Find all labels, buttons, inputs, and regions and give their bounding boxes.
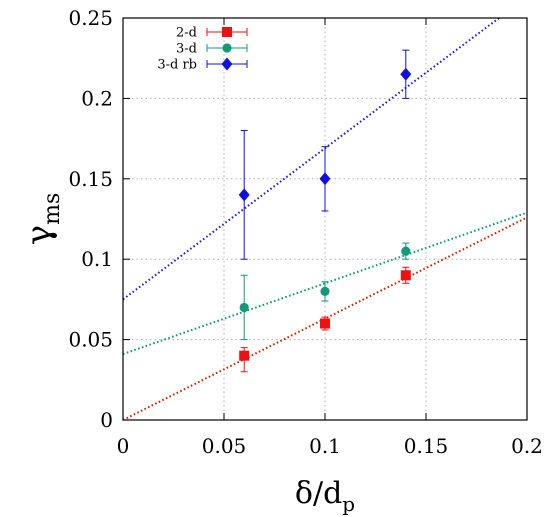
y-axis-title-base: γ bbox=[19, 225, 59, 245]
x-axis-title: δ/dp bbox=[295, 476, 355, 516]
legend-label: 3-d bbox=[176, 42, 197, 57]
x-tick-label: 0.15 bbox=[404, 434, 449, 458]
plot-frame bbox=[122, 17, 528, 421]
x-tick-label: 0.2 bbox=[511, 434, 543, 458]
y-tick-label: 0.1 bbox=[81, 247, 113, 271]
y-tick-label: 0 bbox=[100, 408, 113, 432]
legend-label: 3-d rb bbox=[157, 58, 197, 73]
y-axis-title: γms bbox=[19, 193, 65, 245]
y-tick-label: 0.2 bbox=[81, 86, 113, 110]
x-axis-title-base: δ/d bbox=[295, 476, 342, 511]
x-tick-label: 0.05 bbox=[202, 434, 247, 458]
y-tick-label: 0.25 bbox=[68, 6, 113, 30]
fit-line bbox=[123, 216, 527, 420]
axis-ticks bbox=[122, 17, 528, 421]
y-tick-labels: 0 0.05 0.1 0.15 0.2 0.25 bbox=[68, 6, 113, 432]
marker-circle bbox=[222, 43, 232, 53]
y-tick-label: 0.15 bbox=[68, 167, 113, 191]
data-markers bbox=[238, 67, 412, 361]
fit-line bbox=[123, 211, 527, 356]
marker-diamond bbox=[400, 67, 412, 81]
x-tick-label: 0.1 bbox=[309, 434, 341, 458]
x-axis-title-sub: p bbox=[342, 492, 355, 516]
marker-circle bbox=[320, 286, 330, 296]
marker-diamond bbox=[221, 57, 233, 71]
y-tick-label: 0.05 bbox=[68, 328, 113, 352]
x-tick-labels: 0 0.05 0.1 0.15 0.2 bbox=[117, 434, 543, 458]
legend-label: 2-d bbox=[176, 26, 197, 41]
x-tick-label: 0 bbox=[117, 434, 130, 458]
marker-square bbox=[239, 350, 250, 361]
y-axis-title-sub: ms bbox=[40, 193, 65, 225]
grid-lines bbox=[123, 18, 527, 420]
marker-diamond bbox=[319, 172, 331, 186]
legend: 2-d3-d3-d rb bbox=[157, 26, 248, 73]
marker-circle bbox=[239, 302, 249, 313]
marker-diamond bbox=[238, 188, 250, 202]
marker-square bbox=[320, 318, 330, 329]
marker-circle bbox=[401, 246, 411, 256]
marker-square bbox=[400, 270, 411, 281]
marker-square bbox=[222, 27, 232, 37]
